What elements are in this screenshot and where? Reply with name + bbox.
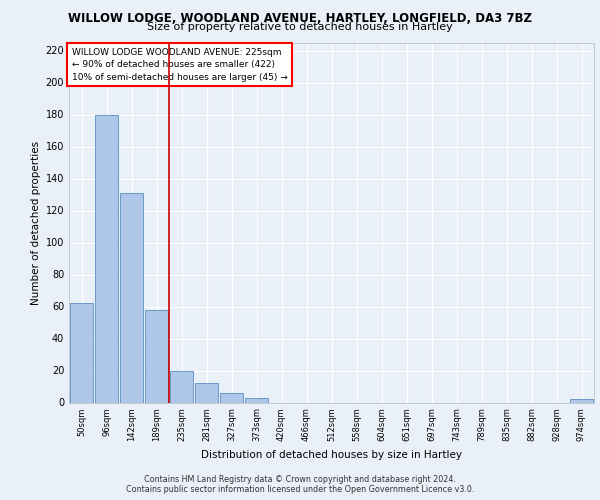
Bar <box>195 384 218 402</box>
Text: Contains HM Land Registry data © Crown copyright and database right 2024.
Contai: Contains HM Land Registry data © Crown c… <box>126 474 474 494</box>
Text: WILLOW LODGE, WOODLAND AVENUE, HARTLEY, LONGFIELD, DA3 7BZ: WILLOW LODGE, WOODLAND AVENUE, HARTLEY, … <box>68 12 532 24</box>
Bar <box>245 398 268 402</box>
Bar <box>95 114 118 403</box>
X-axis label: Distribution of detached houses by size in Hartley: Distribution of detached houses by size … <box>201 450 462 460</box>
Y-axis label: Number of detached properties: Number of detached properties <box>31 140 41 304</box>
Text: WILLOW LODGE WOODLAND AVENUE: 225sqm
← 90% of detached houses are smaller (422)
: WILLOW LODGE WOODLAND AVENUE: 225sqm ← 9… <box>71 48 287 82</box>
Bar <box>220 393 243 402</box>
Bar <box>145 310 168 402</box>
Bar <box>70 304 93 402</box>
Bar <box>120 193 143 402</box>
Bar <box>570 400 593 402</box>
Text: Size of property relative to detached houses in Hartley: Size of property relative to detached ho… <box>147 22 453 32</box>
Bar <box>170 370 193 402</box>
